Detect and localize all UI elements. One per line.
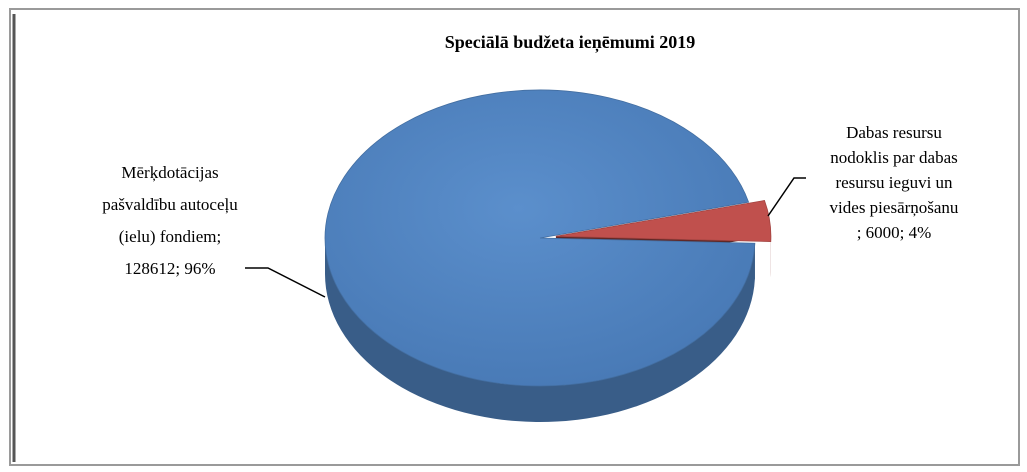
leader-line <box>245 267 326 298</box>
label-category: Dabas resursu nodoklis par dabas resursu… <box>829 123 959 217</box>
data-label: Mērķdotācijas pašvaldību autoceļu (ielu)… <box>86 157 254 285</box>
leader-line <box>767 177 806 217</box>
slice <box>555 200 772 242</box>
label-value: 128612; 96% <box>124 259 216 278</box>
chart-title: Speciālā budžeta ieņēmumi 2019 <box>444 32 696 52</box>
pie <box>324 89 772 422</box>
slice-side <box>325 238 755 422</box>
data-label: Dabas resursu nodoklis par dabas resursu… <box>818 120 970 245</box>
label-category: Mērķdotācijas pašvaldību autoceļu (ielu)… <box>102 163 238 246</box>
slice <box>324 89 756 387</box>
label-value: ; 6000; 4% <box>856 223 932 242</box>
